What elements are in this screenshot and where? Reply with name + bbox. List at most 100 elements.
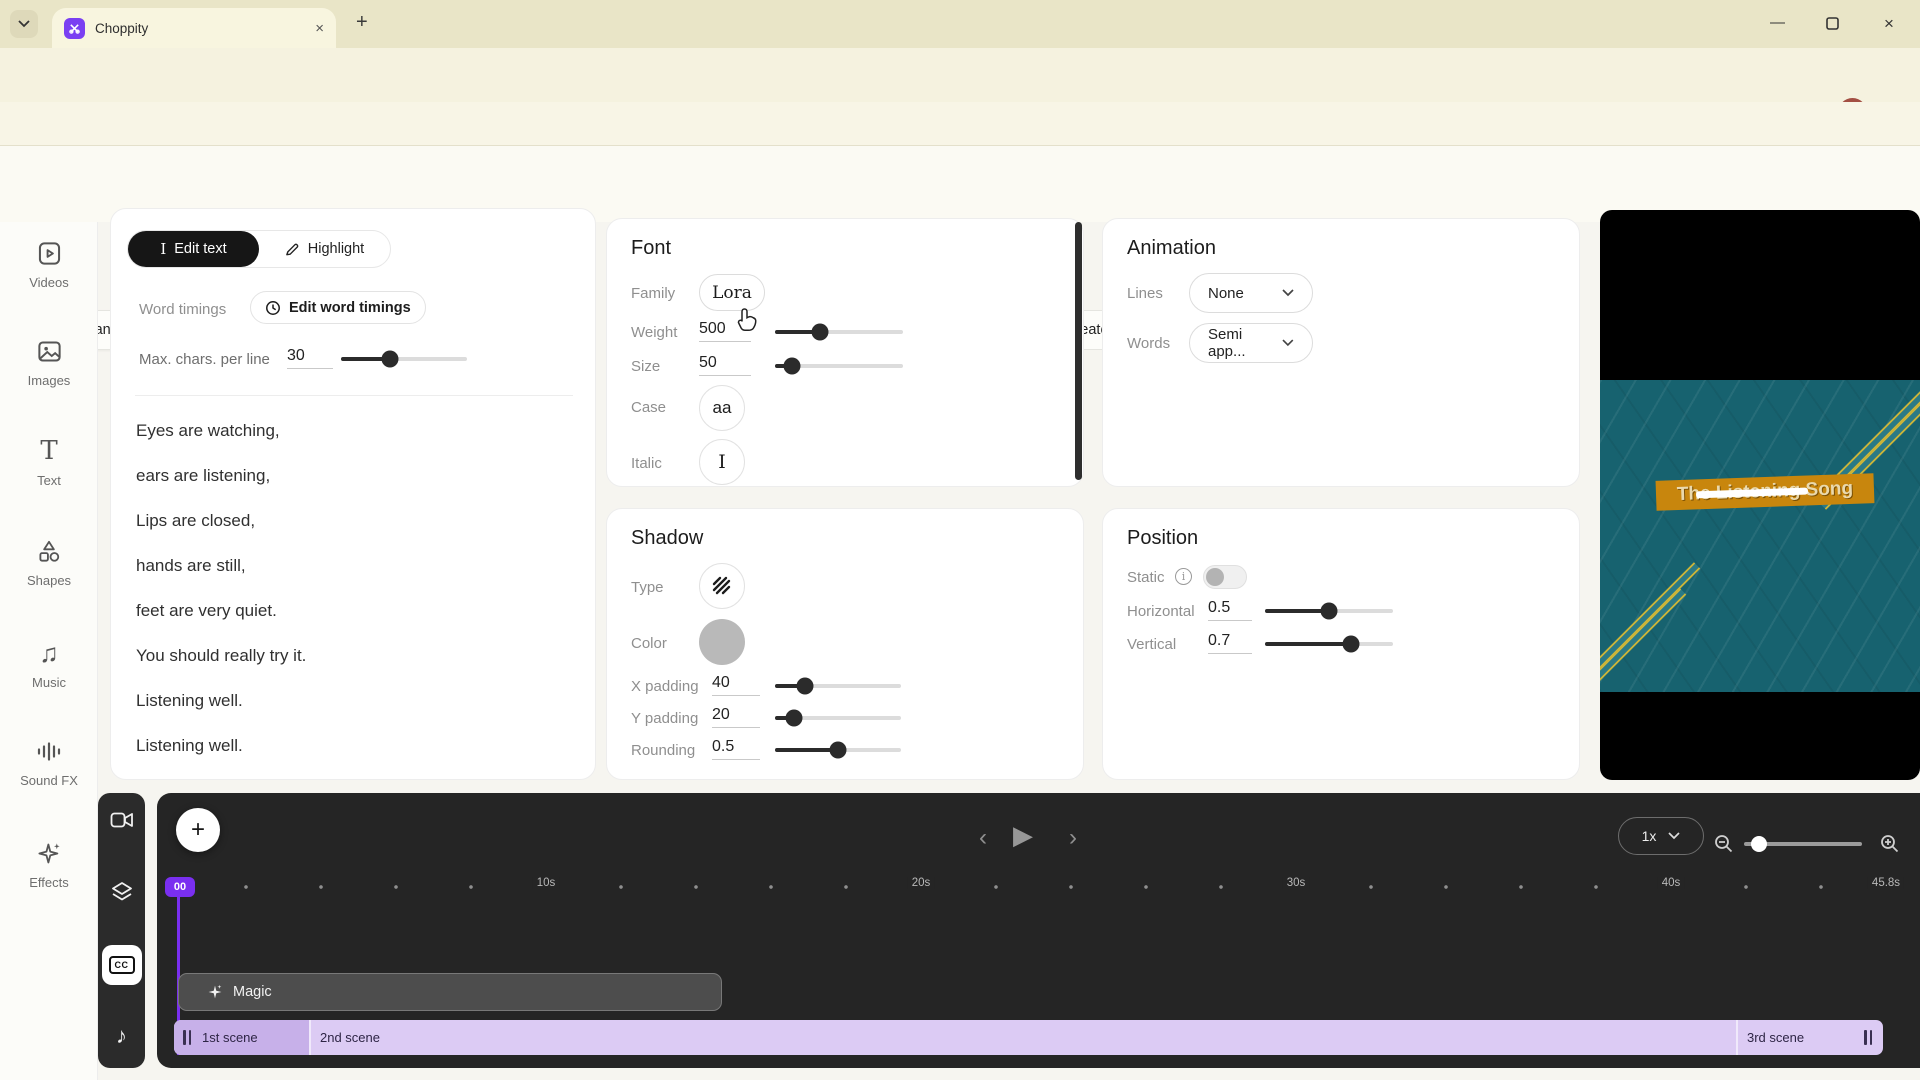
add-clip-button[interactable]: + [176, 808, 220, 852]
magic-track-clip[interactable]: Magic [178, 973, 722, 1011]
video-track-button[interactable] [98, 810, 145, 830]
captions-track-button[interactable]: CC [98, 945, 145, 985]
timeline-ruler[interactable] [171, 883, 1888, 891]
max-chars-value[interactable]: 30 [287, 347, 333, 369]
window-minimize-button[interactable]: — [1770, 14, 1785, 31]
static-toggle[interactable] [1203, 565, 1247, 589]
panel-scrollbar[interactable] [1075, 222, 1082, 480]
shadow-type-button[interactable] [699, 563, 745, 609]
scene-track[interactable]: 1st scene 2nd scene 3rd scene [174, 1020, 1883, 1055]
caption-line[interactable]: Lips are closed, [136, 511, 256, 530]
anim-lines-dropdown[interactable]: None [1189, 273, 1313, 313]
music-note-icon: ♫ [39, 638, 59, 668]
anim-words-label: Words [1127, 335, 1171, 352]
y-padding-value[interactable]: 20 [712, 706, 760, 728]
sidebar-item-shapes[interactable]: Shapes [0, 538, 98, 610]
tab-highlight[interactable]: Highlight [259, 231, 390, 267]
audio-track-button[interactable]: ♪ [98, 1023, 145, 1049]
caption-line[interactable]: Listening well. [136, 736, 243, 755]
layers-track-button[interactable] [98, 881, 145, 903]
caption-line[interactable]: Listening well. [136, 691, 243, 710]
playback-speed-dropdown[interactable]: 1x [1618, 817, 1704, 855]
font-weight-slider[interactable] [775, 323, 903, 341]
sidebar-item-music[interactable]: ♫ Music [32, 638, 66, 691]
video-preview[interactable]: The Listening Song [1600, 210, 1920, 780]
text-cursor-icon: I [160, 240, 167, 258]
zoom-out-icon[interactable] [1714, 834, 1734, 854]
vertical-value[interactable]: 0.7 [1208, 632, 1252, 654]
ruler-label: 40s [1657, 877, 1685, 889]
font-weight-value[interactable]: 500 [699, 320, 751, 342]
x-padding-value[interactable]: 40 [712, 674, 760, 696]
window-maximize-button[interactable] [1826, 17, 1839, 30]
font-size-slider[interactable] [775, 357, 903, 375]
position-panel: Position Static i Horizontal 0.5 Vertica… [1102, 508, 1580, 780]
layers-icon [111, 882, 132, 901]
caption-line[interactable]: feet are very quiet. [136, 601, 277, 620]
font-size-value[interactable]: 50 [699, 354, 751, 376]
divider [135, 395, 573, 396]
font-family-button[interactable]: Lora [699, 274, 765, 311]
rounding-value[interactable]: 0.5 [712, 738, 760, 760]
trim-handle-right[interactable] [1864, 1030, 1874, 1045]
edit-text-panel: I Edit text Highlight Word timings Edit … [110, 208, 596, 780]
trim-handle-left[interactable] [183, 1030, 193, 1045]
next-frame-button[interactable]: › [1069, 824, 1077, 851]
rounding-slider[interactable] [775, 741, 901, 759]
playhead-marker[interactable]: 00 [165, 877, 195, 897]
timeline-zoom-slider[interactable] [1744, 836, 1862, 852]
window-close-button[interactable]: × [1884, 14, 1894, 33]
scene-label: 2nd scene [320, 1030, 380, 1045]
mouse-cursor-icon [737, 308, 757, 331]
caption-line[interactable]: You should really try it. [136, 646, 307, 665]
scene-segment-1[interactable] [174, 1020, 309, 1055]
new-tab-button[interactable]: + [356, 11, 368, 33]
sidebar-item-effects[interactable]: Effects [0, 840, 98, 912]
x-padding-slider[interactable] [775, 677, 901, 695]
zoom-in-icon[interactable] [1880, 834, 1900, 854]
tab-search-button[interactable] [10, 10, 38, 38]
vertical-slider[interactable] [1265, 635, 1393, 653]
timeline: + ‹ ▶ › 1x 10s 20s 30s 40s 45.8s 00 Magi… [157, 793, 1920, 1068]
caption-line[interactable]: ears are listening, [136, 466, 271, 485]
family-label: Family [631, 285, 676, 302]
x-padding-label: X padding [631, 678, 699, 695]
shadow-panel-title: Shadow [631, 527, 704, 549]
sound-fx-icon [37, 742, 61, 761]
italic-label: Italic [631, 455, 662, 472]
horizontal-value[interactable]: 0.5 [1208, 599, 1252, 621]
images-icon [37, 341, 61, 362]
video-texture [1600, 380, 1920, 692]
sidebar-item-videos[interactable]: Videos [0, 240, 98, 312]
play-button[interactable]: ▶ [1013, 820, 1033, 850]
max-chars-slider[interactable] [341, 350, 467, 368]
max-chars-label: Max. chars. per line [139, 351, 270, 368]
static-label: Static [1127, 569, 1165, 586]
tab-close-icon[interactable]: × [315, 19, 324, 37]
playhead-line[interactable] [177, 897, 180, 1055]
edit-word-timings-button[interactable]: Edit word timings [250, 291, 426, 324]
sidebar-item-images[interactable]: Images [0, 338, 98, 410]
tab-edit-text[interactable]: I Edit text [128, 231, 259, 267]
browser-tab[interactable]: Choppity × [52, 8, 336, 48]
anim-words-dropdown[interactable]: Semi app... [1189, 323, 1313, 363]
audio-note-icon: ♪ [116, 1023, 127, 1048]
animation-panel-title: Animation [1127, 237, 1216, 259]
case-label: Case [631, 399, 667, 416]
anim-lines-label: Lines [1127, 285, 1163, 302]
caption-line[interactable]: Eyes are watching, [136, 421, 280, 440]
sidebar-item-soundfx[interactable]: Sound FX [0, 738, 98, 810]
caption-line[interactable]: hands are still, [136, 556, 246, 575]
word-timings-label: Word timings [139, 301, 227, 318]
prev-frame-button[interactable]: ‹ [979, 824, 987, 851]
font-italic-button[interactable]: I [699, 439, 745, 485]
rounding-label: Rounding [631, 742, 696, 759]
sidebar-item-text[interactable]: T Text [37, 436, 61, 489]
y-padding-slider[interactable] [775, 709, 901, 727]
horizontal-slider[interactable] [1265, 602, 1393, 620]
videos-icon [38, 242, 60, 265]
shadow-color-swatch[interactable] [699, 619, 745, 665]
choppity-favicon-icon [64, 17, 85, 39]
font-case-button[interactable]: aa [699, 385, 745, 431]
info-icon[interactable]: i [1175, 568, 1192, 585]
